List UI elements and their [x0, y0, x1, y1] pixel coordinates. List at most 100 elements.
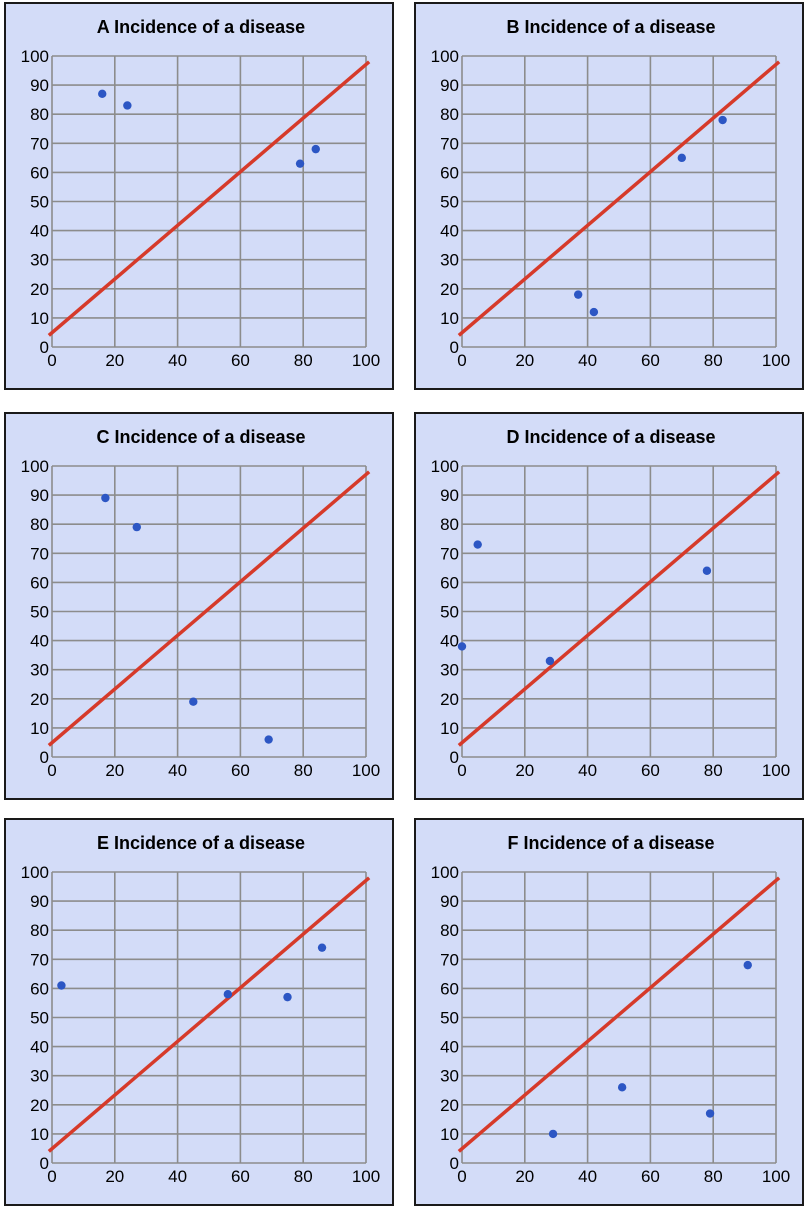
gridlines — [461, 55, 777, 348]
y-tick-label: 40 — [440, 222, 459, 241]
y-tick-label: 50 — [30, 1009, 49, 1028]
y-tick-label: 60 — [30, 573, 49, 592]
y-tick-label: 40 — [440, 632, 459, 651]
chart-panel-a: A Incidence of a disease 0 10 20 30 40 50 60 70 8… — [4, 2, 394, 390]
y-tick-label: 60 — [440, 979, 459, 998]
data-point — [743, 960, 752, 970]
chart-title: A Incidence of a disease — [97, 17, 305, 37]
y-tick-label: 30 — [30, 1067, 49, 1086]
y-tick-label: 20 — [440, 690, 459, 709]
y-tick-label: 50 — [30, 193, 49, 212]
chart-title: C Incidence of a disease — [96, 427, 305, 447]
data-point — [223, 990, 233, 999]
y-tick-label: 80 — [440, 105, 459, 124]
data-point — [264, 735, 273, 744]
x-tick-label: 0 — [457, 1167, 466, 1186]
y-tick-label: 80 — [30, 921, 49, 940]
y-tick-label: 0 — [450, 748, 459, 767]
data-point — [132, 522, 141, 532]
y-tick-label: 70 — [30, 544, 49, 563]
y-tick-label: 70 — [440, 950, 459, 969]
x-tick-label: 100 — [762, 761, 790, 780]
x-tick-label: 60 — [641, 761, 660, 780]
data-point — [457, 642, 467, 651]
y-tick-label: 20 — [30, 690, 49, 709]
y-tick-label: 40 — [30, 632, 49, 651]
y-tick-label: 50 — [440, 1009, 459, 1028]
y-tick-label: 0 — [450, 338, 459, 357]
x-tick-label: 0 — [47, 351, 56, 370]
y-tick-label: 100 — [431, 47, 459, 66]
x-tick-label: 80 — [294, 1167, 313, 1186]
y-tick-label: 30 — [30, 661, 49, 680]
y-tick-label: 30 — [440, 1067, 459, 1086]
x-tick-label: 20 — [105, 351, 124, 370]
y-tick-label: 50 — [440, 603, 459, 622]
y-tick-label: 60 — [30, 163, 49, 182]
x-tick-label: 40 — [578, 761, 597, 780]
data-point — [573, 290, 583, 299]
x-tick-label: 20 — [105, 761, 124, 780]
data-point — [545, 656, 555, 666]
chart-title: E Incidence of a disease — [97, 833, 305, 853]
y-tick-label: 100 — [21, 863, 49, 882]
gridlines — [51, 465, 367, 758]
x-tick-label: 100 — [352, 351, 380, 370]
gridlines — [51, 871, 367, 1164]
x-tick-label: 20 — [515, 351, 534, 370]
data-point — [718, 115, 727, 125]
y-tick-label: 30 — [30, 251, 49, 270]
gridlines — [461, 465, 777, 758]
y-tick-label: 50 — [30, 603, 49, 622]
y-tick-label: 0 — [40, 748, 49, 767]
y-tick-label: 80 — [440, 515, 459, 534]
gridlines — [51, 55, 367, 348]
y-tick-label: 90 — [440, 76, 459, 95]
data-point — [283, 992, 292, 1002]
x-tick-label: 20 — [105, 1167, 124, 1186]
x-tick-label: 80 — [704, 761, 723, 780]
scatter-plot-c: C Incidence of a disease 0 10 20 30 40 50 60 70 8… — [21, 427, 381, 780]
y-tick-label: 100 — [431, 863, 459, 882]
y-tick-label: 90 — [30, 76, 49, 95]
trend-line — [47, 470, 371, 747]
gridlines — [461, 871, 777, 1164]
x-tick-label: 60 — [641, 1167, 660, 1186]
y-tick-label: 0 — [450, 1154, 459, 1173]
data-point — [702, 566, 712, 575]
x-tick-label: 0 — [47, 761, 56, 780]
trend-line — [457, 470, 781, 747]
y-tick-label: 100 — [21, 47, 49, 66]
x-tick-label: 80 — [294, 761, 313, 780]
y-tick-label: 100 — [21, 457, 49, 476]
data-point — [677, 153, 686, 163]
scatter-plot-f: F Incidence of a disease 0 10 20 30 40 50 60 70 8… — [431, 833, 791, 1186]
y-tick-label: 100 — [431, 457, 459, 476]
y-tick-label: 60 — [30, 979, 49, 998]
y-tick-label: 70 — [30, 950, 49, 969]
data-point — [589, 307, 599, 317]
trend-line — [47, 876, 371, 1153]
x-tick-label: 80 — [294, 351, 313, 370]
x-tick-label: 100 — [762, 1167, 790, 1186]
y-tick-label: 70 — [30, 134, 49, 153]
data-point — [57, 981, 66, 990]
x-tick-label: 40 — [578, 351, 597, 370]
x-tick-label: 0 — [457, 351, 466, 370]
x-tick-label: 60 — [231, 351, 250, 370]
y-tick-label: 20 — [30, 280, 49, 299]
y-tick-label: 70 — [440, 134, 459, 153]
scatter-plot-a: A Incidence of a disease 0 10 20 30 40 50 60 70 8… — [21, 17, 381, 370]
chart-title: F Incidence of a disease — [507, 833, 714, 853]
scatter-plot-e: E Incidence of a disease 0 10 20 30 40 50 60 70 8… — [21, 833, 381, 1186]
y-tick-label: 30 — [440, 661, 459, 680]
data-point — [189, 697, 198, 706]
y-tick-label: 80 — [30, 105, 49, 124]
y-tick-label: 20 — [440, 1096, 459, 1115]
x-tick-label: 60 — [641, 351, 660, 370]
y-tick-label: 0 — [40, 1154, 49, 1173]
x-tick-label: 40 — [168, 351, 187, 370]
chart-panel-e: E Incidence of a disease 0 10 20 30 40 50 60 70 8… — [4, 818, 394, 1206]
y-tick-label: 40 — [30, 222, 49, 241]
y-tick-label: 10 — [30, 309, 49, 328]
